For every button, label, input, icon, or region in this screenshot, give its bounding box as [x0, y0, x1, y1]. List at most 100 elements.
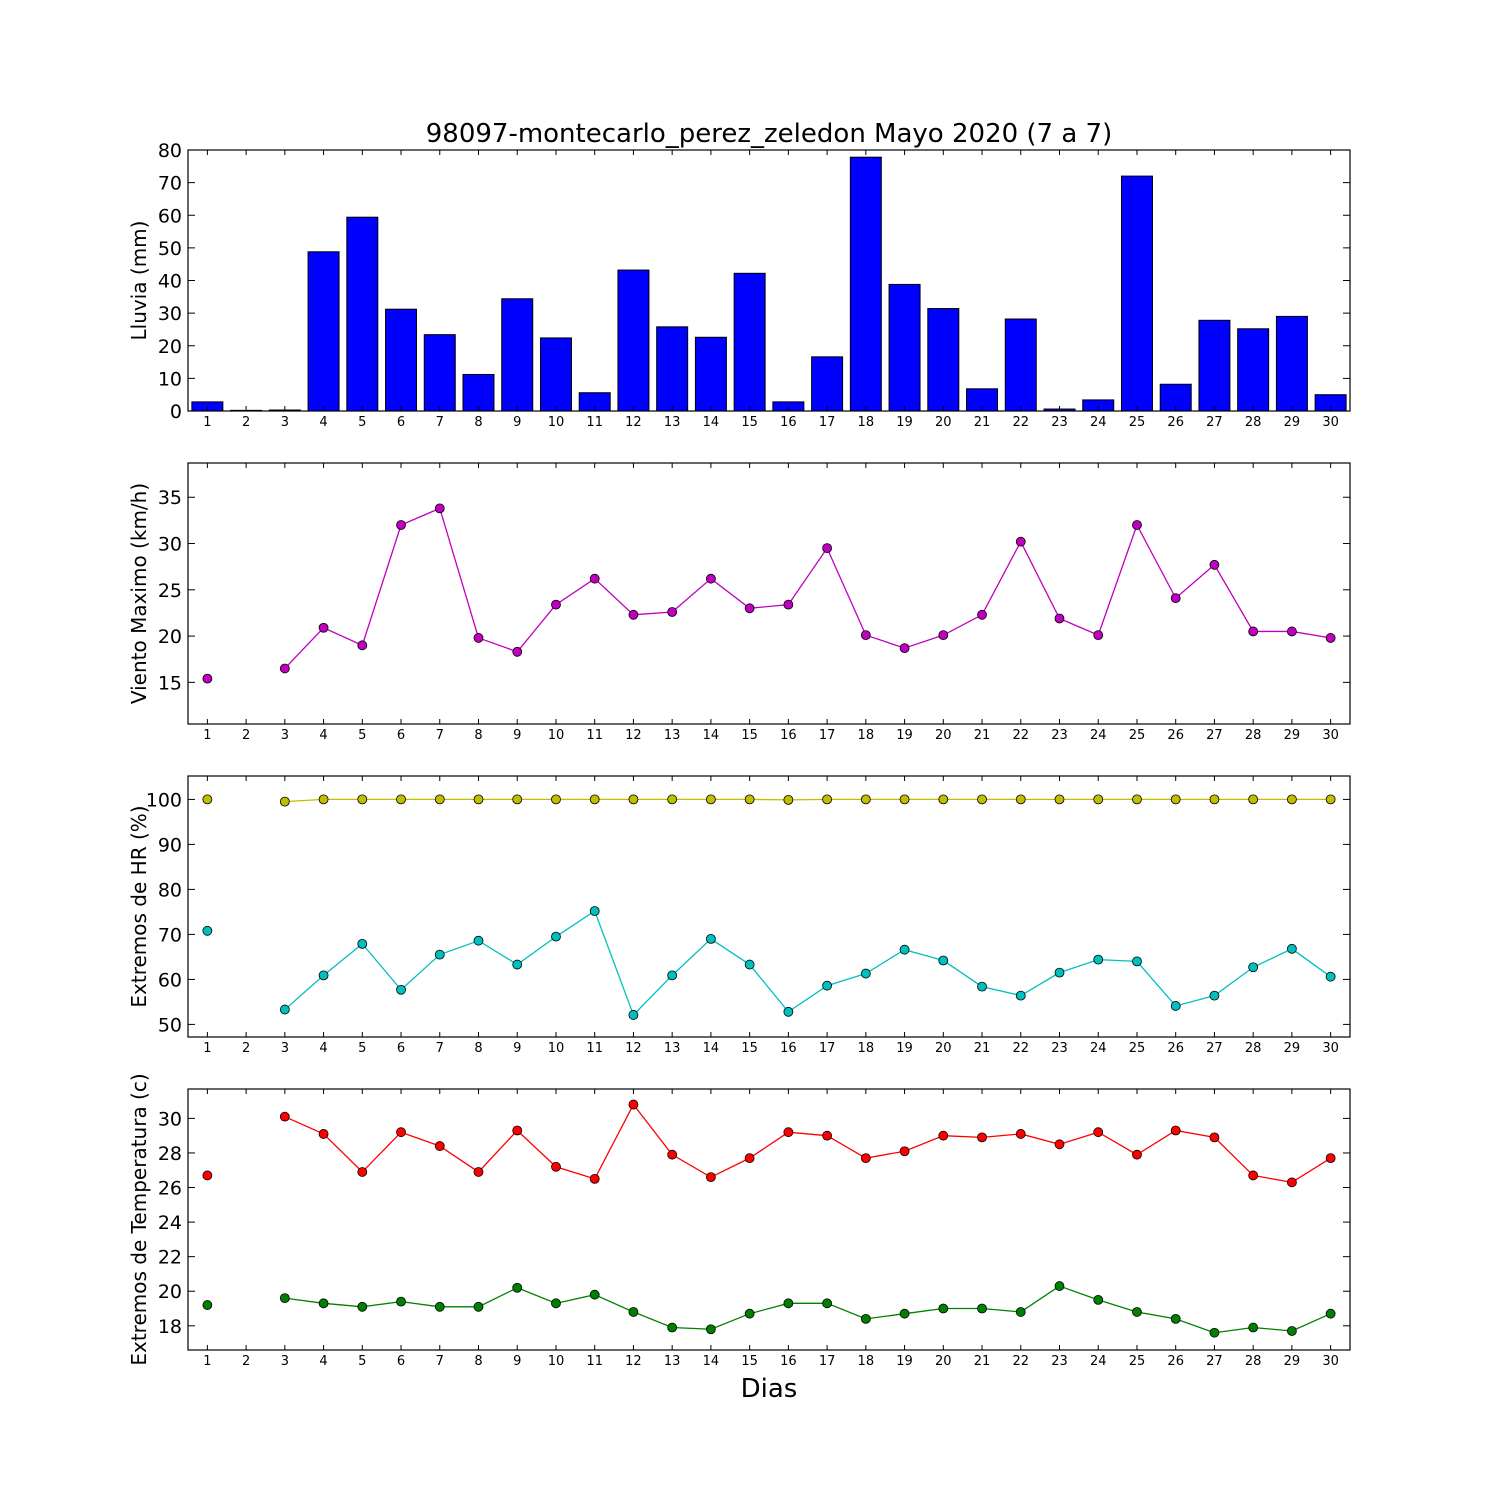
x-tick-label: 14: [703, 415, 720, 430]
series-2-point-day-21: [977, 981, 987, 992]
x-tick-label: 26: [1167, 728, 1184, 743]
x-tick-label: 6: [397, 415, 405, 430]
x-tick-label: 1: [203, 1354, 211, 1369]
x-tick-label: 13: [664, 728, 681, 743]
x-tick-label: 12: [625, 1354, 642, 1369]
series-1-point-day-13: [667, 1149, 678, 1160]
x-tick-label: 3: [281, 415, 289, 430]
x-tick-label: 8: [474, 415, 482, 430]
chart-title: 98097-montecarlo_perez_zeledon Mayo 2020…: [426, 119, 1113, 149]
series-1-point-day-11: [589, 1173, 600, 1184]
series-2-point-day-17: [822, 1298, 832, 1309]
bar-day-22: [1004, 318, 1037, 412]
x-tick-label: 1: [203, 728, 211, 743]
x-tick-label: 22: [1012, 415, 1029, 430]
x-tick-label: 3: [281, 1354, 289, 1369]
series-1-point-day-23: [1054, 613, 1065, 624]
x-tick-label: 19: [896, 1041, 913, 1056]
series-2-point-day-23: [1054, 1281, 1065, 1291]
x-tick-label: 16: [780, 728, 797, 743]
series-1-point-day-29: [1287, 626, 1297, 637]
bar-day-8: [462, 373, 495, 412]
series-1-point-day-25: [1132, 1149, 1142, 1160]
y-tick-label: 25: [158, 580, 182, 602]
y-tick-label: 100: [146, 789, 182, 811]
x-tick-label: 24: [1090, 415, 1107, 430]
x-tick-label: 4: [319, 1041, 327, 1056]
series-2-point-day-28: [1248, 962, 1259, 973]
series-1-point-day-5: [357, 794, 368, 805]
series-1-point-day-3: [279, 796, 290, 807]
series-1-point-day-26: [1170, 1125, 1181, 1136]
series-2-line: [284, 1285, 1331, 1334]
x-tick-label: 9: [513, 728, 521, 743]
series-2-point-day-30: [1325, 1308, 1336, 1319]
x-tick-label: 18: [858, 415, 875, 430]
series-1-point-day-19: [899, 794, 910, 805]
y-tick-label: 30: [158, 303, 182, 325]
series-2-point-day-20: [938, 1303, 949, 1314]
series-1-point-day-25: [1132, 794, 1142, 805]
series-1-point-day-24: [1093, 1127, 1104, 1138]
x-tick-label: 24: [1090, 1041, 1107, 1056]
series-2-point-day-8: [473, 1301, 484, 1312]
series-2-point-day-16: [783, 1298, 794, 1309]
series-1-point-day-15: [744, 794, 755, 805]
series-1-point-day-9: [512, 794, 523, 805]
series-1-point-day-5: [357, 1167, 368, 1177]
series-1-point-day-10: [551, 1161, 561, 1172]
series-1-point-day-24: [1093, 794, 1104, 805]
y-tick-label: 70: [158, 924, 182, 946]
x-tick-label: 25: [1129, 728, 1146, 743]
x-tick-label: 23: [1051, 415, 1068, 430]
series-2-point-day-29: [1287, 1326, 1297, 1336]
x-tick-label: 4: [319, 1354, 327, 1369]
x-tick-label: 29: [1284, 728, 1301, 743]
x-tick-label: 26: [1167, 1354, 1184, 1369]
chart-panel-3: 1 2 3 4 5 6 7 8 9 10 11 12 13 14 15 16 17 18 19 20 21 22 23 24 2…: [127, 775, 1351, 1056]
x-tick-label: 16: [780, 1041, 797, 1056]
series-2-point-day-8: [473, 935, 484, 946]
bar-day-5: [346, 216, 379, 412]
x-tick-label: 2: [242, 415, 250, 430]
x-tick-label: 5: [358, 728, 366, 743]
x-tick-label: 12: [625, 728, 642, 743]
series-1-point-day-7: [434, 503, 445, 514]
y-tick-label: 80: [158, 879, 182, 901]
bar-day-10: [539, 337, 572, 412]
x-tick-label: 11: [586, 415, 603, 430]
series-1-point-day-18: [860, 794, 871, 805]
y-tick-label: 40: [158, 271, 182, 293]
series-1-point-day-25: [1132, 520, 1142, 530]
y-axis-label: Lluvia (mm): [127, 221, 151, 341]
x-tick-label: 12: [625, 1041, 642, 1056]
series-2-point-day-21: [977, 1303, 987, 1314]
x-tick-label: 27: [1206, 1041, 1223, 1056]
series-1-point-day-7: [434, 1141, 445, 1151]
bar-day-9: [501, 298, 534, 412]
series-2-point-day-6: [396, 984, 406, 995]
x-tick-label: 11: [586, 1354, 603, 1369]
series-1-point-day-8: [473, 633, 484, 643]
x-tick-label: 4: [319, 728, 327, 743]
x-tick-label: 30: [1322, 728, 1339, 743]
series-1-point-day-14: [706, 794, 716, 805]
x-tick-label: 9: [513, 1041, 521, 1056]
series-1-point-day-21: [977, 794, 987, 805]
x-tick-label: 3: [281, 728, 289, 743]
x-tick-label: 5: [358, 1354, 366, 1369]
x-tick-label: 2: [242, 1354, 250, 1369]
y-tick-label: 15: [158, 672, 182, 694]
chart-panel-4: 1 2 3 4 5 6 7 8 9 10 11 12 13 14 15 16 17 18 19 20 21 22 23 24 2…: [127, 1073, 1351, 1369]
y-axis-label: Viento Maximo (km/h): [127, 483, 151, 704]
series-2-point-day-1: [202, 925, 213, 936]
x-tick-label: 1: [203, 415, 211, 430]
series-1-point-day-19: [899, 1146, 910, 1157]
series-1-point-day-7: [434, 794, 445, 805]
series-1-point-day-8: [473, 794, 484, 805]
y-tick-label: 24: [158, 1212, 182, 1234]
x-tick-label: 16: [780, 1354, 797, 1369]
x-tick-label: 13: [664, 415, 681, 430]
series-2-point-day-12: [628, 1307, 639, 1317]
